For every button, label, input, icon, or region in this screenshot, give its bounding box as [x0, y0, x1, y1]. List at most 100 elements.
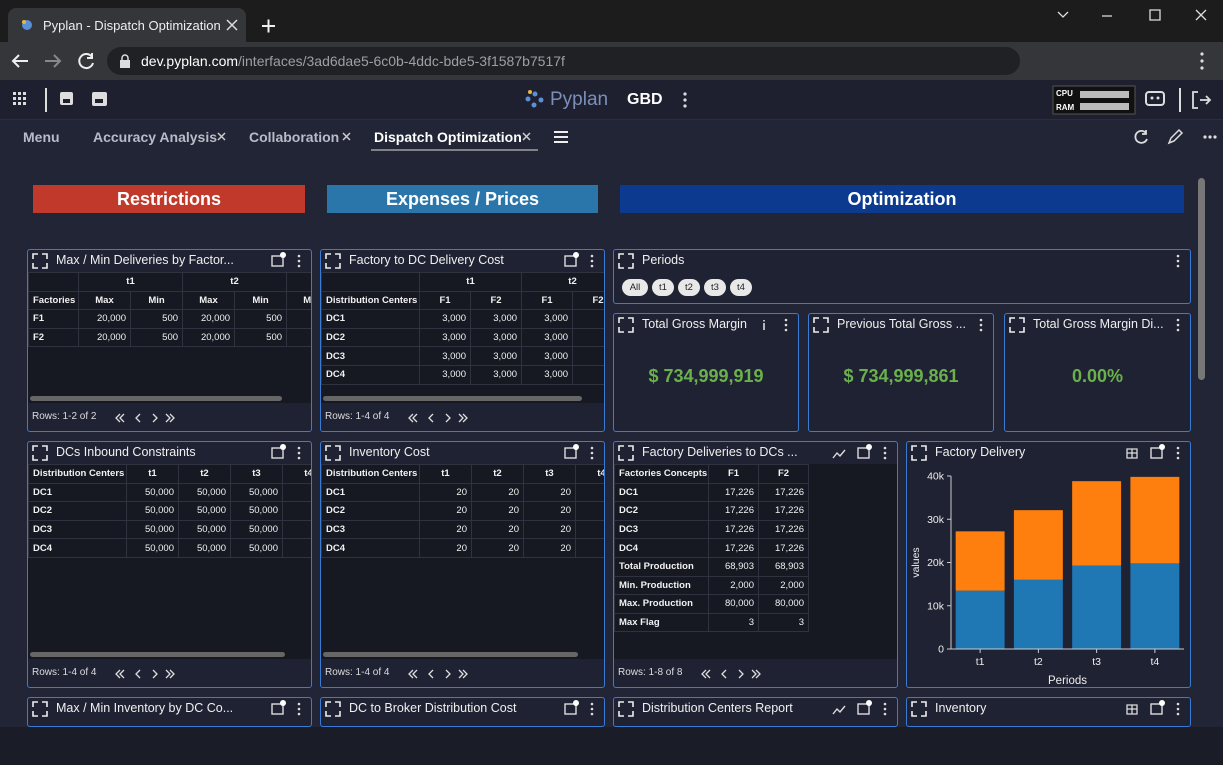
- period-chip[interactable]: t4: [730, 279, 752, 296]
- chart: 0 10k 20k 30k 40k t1 t2 t3 t4 Periods values: [910, 471, 1184, 686]
- tab[interactable]: Collaboration: [249, 129, 340, 145]
- download-icon: [1150, 447, 1163, 459]
- period-chip[interactable]: t1: [652, 279, 674, 296]
- widget-icons: [618, 253, 1180, 269]
- pager[interactable]: [407, 411, 487, 425]
- cell: 20: [523, 501, 576, 521]
- pager-arrow[interactable]: [458, 669, 468, 679]
- menu-dot: [590, 707, 594, 711]
- widget: DCs Inbound Constraints Distribution Cent…: [27, 441, 312, 688]
- row-count: Rows: 1-2 of 2: [32, 411, 97, 422]
- period-chip[interactable]: t2: [678, 279, 700, 296]
- pager-arrow[interactable]: [152, 669, 158, 679]
- section-banner: Expenses / Prices: [327, 185, 598, 213]
- url-field[interactable]: dev.pyplan.com/interfaces/3ad6dae5-6c0b-…: [107, 47, 1020, 75]
- menu-dot: [590, 446, 594, 450]
- expand-icon: [618, 253, 634, 269]
- menu-dot: [979, 328, 983, 332]
- menu-dot: [883, 707, 887, 711]
- pager-arrow[interactable]: [135, 413, 141, 423]
- period-chip[interactable]: t3: [704, 279, 726, 296]
- download-icon: [271, 447, 284, 459]
- x-tick-label: t4: [1150, 656, 1159, 668]
- y-axis-label: values: [910, 547, 922, 577]
- group-cell: t1: [418, 272, 523, 292]
- pager-arrow[interactable]: [701, 669, 711, 679]
- column-header: Distribution Centerst1t2t3t4: [321, 464, 604, 484]
- header-cell: [28, 272, 79, 292]
- pager-arrow[interactable]: [445, 413, 451, 423]
- cell: DC3: [614, 519, 709, 540]
- cell: DC4: [614, 538, 709, 558]
- tab[interactable]: Accuracy Analysis: [93, 129, 217, 145]
- table-icon: [1126, 448, 1138, 459]
- table-row: DC4 20 20 20: [321, 538, 604, 558]
- widget-title: Inventory: [935, 701, 987, 715]
- table-wrap: t1t2FactoriesMaxMinMaxMinMaxF120,0005002…: [28, 272, 311, 403]
- pager-arrow[interactable]: [751, 669, 761, 679]
- pager[interactable]: [700, 667, 780, 681]
- lock-icon: [120, 54, 130, 68]
- cell: Min. Production: [614, 575, 709, 596]
- table-wrap: t1 t2 Distribution Centers F1 F2 F1 F2 DC1 3,000…: [321, 272, 604, 403]
- section-banner: Optimization: [620, 185, 1184, 213]
- pager-arrow[interactable]: [408, 669, 418, 679]
- pager[interactable]: [114, 667, 194, 681]
- page-scrollbar[interactable]: [1198, 178, 1205, 380]
- tab-menu[interactable]: Menu: [23, 129, 60, 145]
- chart-icon: [832, 449, 846, 459]
- pager-arrow[interactable]: [738, 669, 744, 679]
- pager-arrow[interactable]: [115, 669, 125, 679]
- cell: 2,000: [758, 575, 809, 596]
- menu-dot: [883, 446, 887, 450]
- pager-arrow[interactable]: [428, 413, 434, 423]
- column-cell: Min: [234, 290, 288, 311]
- cell: 3,: [572, 309, 604, 329]
- table-row: DC2 20 20 20: [321, 501, 604, 521]
- pager[interactable]: [407, 667, 487, 681]
- browser-tab[interactable]: Pyplan - Dispatch Optimization: [8, 8, 246, 42]
- pager-arrow[interactable]: [428, 669, 434, 679]
- menu-dot: [784, 323, 788, 327]
- row-count: Rows: 1-4 of 4: [32, 667, 97, 678]
- column-cell: Factories: [28, 290, 79, 311]
- cell: 3,000: [521, 346, 574, 366]
- menu-dot: [297, 446, 301, 450]
- tab-active[interactable]: Dispatch Optimization: [374, 129, 522, 145]
- kpi-value: $ 734,999,861: [843, 366, 959, 386]
- cell: 50,000: [230, 519, 283, 540]
- expand-icon: [325, 701, 341, 717]
- period-chip[interactable]: All: [622, 279, 648, 296]
- data-table: Distribution Centerst1t2t3t4DC1202020DC2…: [321, 464, 604, 558]
- pager-arrow[interactable]: [165, 413, 175, 423]
- pager-arrow[interactable]: [721, 669, 727, 679]
- chart-icon: [832, 705, 846, 715]
- pager-arrow[interactable]: [165, 669, 175, 679]
- pager-arrow[interactable]: [408, 413, 418, 423]
- pager-arrow[interactable]: [152, 413, 158, 423]
- cell: 50,000: [230, 538, 283, 558]
- cell: 50,000: [230, 501, 283, 521]
- expand-icon: [911, 445, 927, 461]
- cell: DC1: [321, 309, 420, 329]
- badge: [573, 252, 579, 258]
- pager-arrow[interactable]: [115, 413, 125, 423]
- pager-arrow[interactable]: [135, 669, 141, 679]
- menu-dot: [883, 456, 887, 460]
- pager-arrow[interactable]: [445, 669, 451, 679]
- row-count: Rows: 1-8 of 8: [618, 667, 683, 678]
- column-cell: F1: [708, 464, 759, 484]
- cell: 500: [129, 327, 184, 348]
- menu-dot: [297, 254, 301, 258]
- pager-arrow[interactable]: [458, 413, 468, 423]
- pager[interactable]: [114, 411, 194, 425]
- menu-dot: [979, 318, 983, 322]
- cell: 3,000: [469, 309, 523, 329]
- section-banner: Restrictions: [33, 185, 305, 213]
- cell: 3,000: [521, 364, 574, 385]
- interface-tabs: Menu Accuracy Analysis Collaboration Dis…: [0, 121, 1223, 155]
- x-axis-label: Periods: [1048, 675, 1087, 686]
